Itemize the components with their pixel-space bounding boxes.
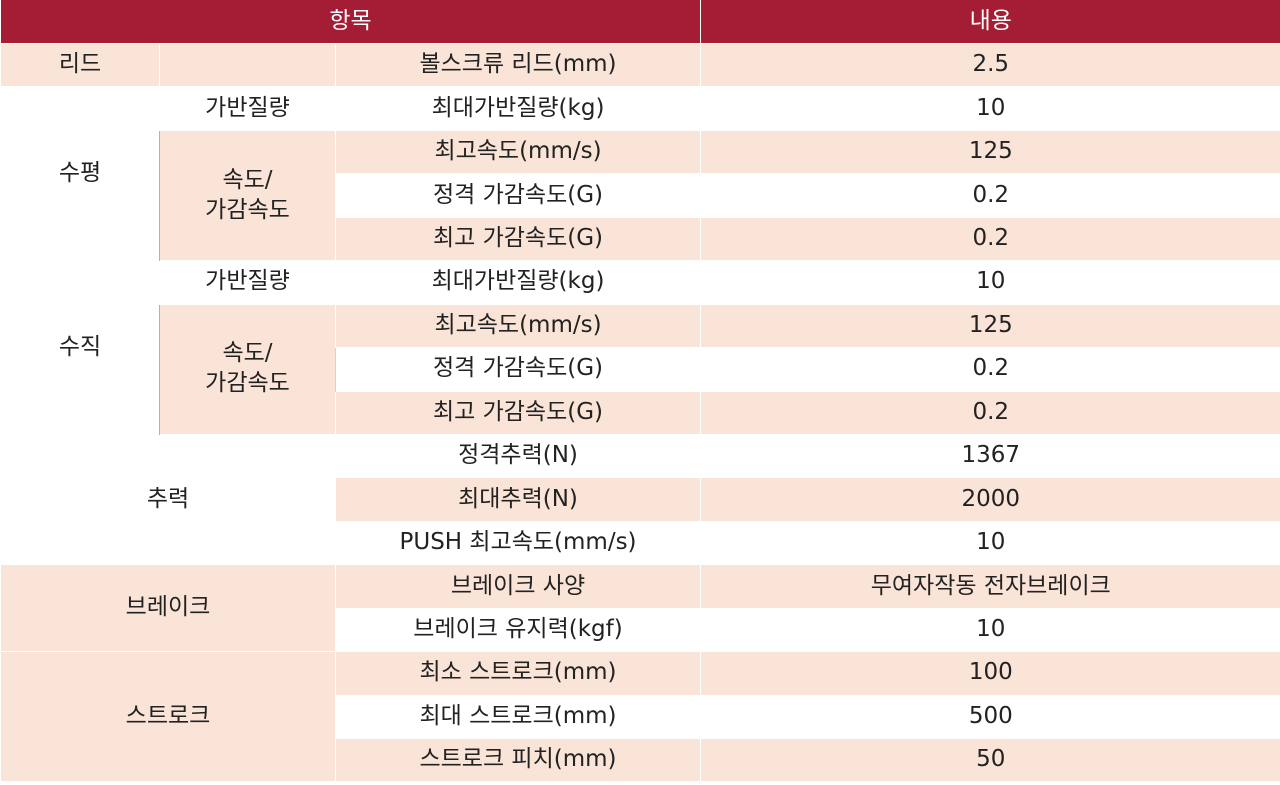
header-item: 항목	[0, 0, 701, 44]
group-speed: 속도/ 가감속도	[159, 303, 336, 435]
row-value: 2.5	[700, 42, 1280, 87]
table-row: 추력 정격추력(N) 1367	[0, 433, 1280, 565]
group-speed-line2: 가감속도	[205, 196, 290, 223]
table-row: 리드 볼스크류 리드(mm) 2.5	[0, 42, 1280, 87]
table-row: 스트로크 최소 스트로크(mm) 100	[0, 651, 1280, 782]
table-row: 브레이크 브레이크 사양 무여자작동 전자브레이크	[0, 564, 1280, 652]
group-speed-line2: 가감속도	[205, 370, 290, 397]
table-row: 브레이크 유지력(kgf) 10	[1, 607, 1280, 652]
group-speed-line1: 속도/	[222, 340, 273, 367]
row-value: 10	[700, 260, 1280, 305]
row-label: 최대추력(N)	[334, 477, 701, 522]
table-row: 최고 가감속도(G) 0.2	[1, 390, 1280, 435]
row-label: 브레이크 유지력(kgf)	[334, 607, 701, 652]
table-row: 스트로크 피치(mm) 50	[1, 738, 1280, 782]
row-label: PUSH 최고속도(mm/s)	[334, 520, 701, 565]
table-row: 속도/ 가감속도 최고속도(mm/s) 125	[1, 129, 1280, 261]
row-label: 정격 가감속도(G)	[334, 173, 701, 218]
row-label: 브레이크 사양	[334, 564, 701, 609]
group-speed-line1: 속도/	[222, 166, 273, 193]
row-label: 정격추력(N)	[334, 433, 701, 478]
row-label: 최고속도(mm/s)	[334, 303, 701, 348]
row-value: 50	[700, 738, 1280, 782]
group-speed: 속도/ 가감속도	[159, 129, 336, 261]
category-thrust: 추력	[0, 433, 336, 565]
table-row: PUSH 최고속도(mm/s) 10	[1, 520, 1280, 565]
row-label: 최대가반질량(kg)	[334, 260, 701, 305]
row-label: 정격 가감속도(G)	[334, 347, 701, 391]
row-value: 125	[700, 129, 1280, 174]
table-row: 수직 가반질량 최대가반질량(kg) 10	[0, 260, 1280, 435]
table-row: 최대추력(N) 2000	[1, 477, 1280, 522]
row-value: 0.2	[700, 347, 1280, 391]
table-row: 정격 가감속도(G) 0.2	[1, 347, 1280, 391]
row-value: 2000	[700, 477, 1280, 522]
row-value: 1367	[700, 433, 1280, 478]
table-row: 최대 스트로크(mm) 500	[1, 694, 1280, 739]
category-stroke: 스트로크	[0, 651, 336, 782]
row-label: 최대가반질량(kg)	[334, 86, 701, 131]
table-row: 수평 가반질량 최대가반질량(kg) 10	[0, 86, 1280, 261]
category-horizontal: 수평	[0, 86, 160, 261]
table-row: 속도/ 가감속도 최고속도(mm/s) 125	[1, 303, 1280, 435]
row-value: 10	[700, 86, 1280, 131]
row-value: 무여자작동 전자브레이크	[700, 564, 1280, 609]
row-value: 500	[700, 694, 1280, 739]
row-value: 0.2	[700, 216, 1280, 261]
table-row: 최고 가감속도(G) 0.2	[1, 216, 1280, 261]
row-label: 스트로크 피치(mm)	[334, 738, 701, 782]
header-content: 내용	[700, 0, 1280, 44]
row-label: 최고속도(mm/s)	[334, 129, 701, 174]
table-row: 정격 가감속도(G) 0.2	[1, 173, 1280, 218]
category-lead: 리드	[0, 42, 160, 87]
group-payload: 가반질량	[159, 260, 336, 305]
category-brake: 브레이크	[0, 564, 336, 652]
row-value: 10	[700, 520, 1280, 565]
row-value: 10	[700, 607, 1280, 652]
category-vertical: 수직	[0, 260, 160, 435]
row-value: 0.2	[700, 390, 1280, 435]
header-row: 항목 내용	[0, 0, 1280, 44]
row-label: 최고 가감속도(G)	[334, 390, 701, 435]
row-label: 최소 스트로크(mm)	[334, 651, 701, 696]
row-label: 최대 스트로크(mm)	[334, 694, 701, 739]
row-value: 0.2	[700, 173, 1280, 218]
row-value: 100	[700, 651, 1280, 696]
empty-cell	[159, 42, 336, 87]
row-value: 125	[700, 303, 1280, 348]
row-label: 볼스크류 리드(mm)	[334, 42, 701, 87]
row-label: 최고 가감속도(G)	[334, 216, 701, 261]
group-payload: 가반질량	[159, 86, 336, 131]
